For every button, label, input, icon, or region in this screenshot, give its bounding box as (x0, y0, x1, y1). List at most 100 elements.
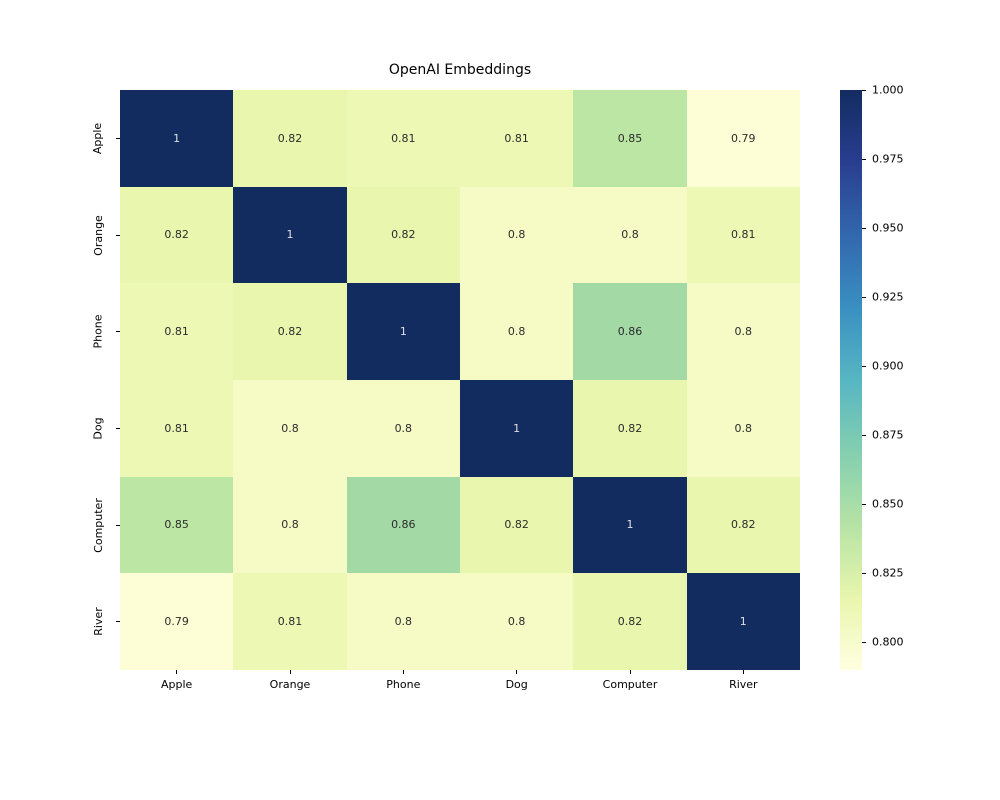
colorbar-tickmark (862, 435, 866, 436)
x-tick-label: Computer (603, 678, 658, 691)
x-tickmark (630, 670, 631, 674)
heatmap-grid: 10.820.810.810.850.790.8210.820.80.80.81… (120, 90, 800, 670)
heatmap-cell-value: 0.8 (508, 615, 526, 628)
x-tickmark (290, 670, 291, 674)
colorbar-tick-label: 0.950 (872, 222, 904, 235)
heatmap-cell-value: 0.81 (278, 615, 303, 628)
heatmap-cell: 0.81 (120, 380, 233, 477)
heatmap-cell-value: 0.8 (621, 228, 639, 241)
heatmap-cell: 0.81 (460, 90, 573, 187)
heatmap-cell-value: 1 (173, 132, 180, 145)
heatmap-cell-value: 0.85 (164, 518, 189, 531)
y-tick-label: Orange (88, 185, 108, 285)
heatmap-cell-value: 0.81 (731, 228, 756, 241)
y-tick-label: River (88, 572, 108, 672)
heatmap-cell: 0.8 (573, 187, 686, 284)
heatmap-cell-value: 0.79 (164, 615, 189, 628)
heatmap-cell: 0.8 (233, 380, 346, 477)
heatmap-cell: 0.85 (120, 477, 233, 574)
x-tick-label: Phone (386, 678, 420, 691)
y-tickmark (116, 235, 120, 236)
heatmap-cell: 0.86 (573, 283, 686, 380)
colorbar-tick-label: 0.800 (872, 636, 904, 649)
heatmap-cell: 0.82 (687, 477, 800, 574)
heatmap-cell: 1 (573, 477, 686, 574)
colorbar-tick-label: 1.000 (872, 84, 904, 97)
colorbar-tickmark (862, 90, 866, 91)
heatmap-cell: 0.8 (460, 283, 573, 380)
heatmap-cell-value: 0.8 (508, 325, 526, 338)
heatmap-cell-value: 0.81 (164, 422, 189, 435)
x-tickmark (176, 670, 177, 674)
heatmap-cell: 0.82 (233, 90, 346, 187)
y-tick-label: Apple (88, 88, 108, 188)
colorbar-tickmark (862, 159, 866, 160)
y-tickmark (116, 331, 120, 332)
heatmap-cell-value: 1 (626, 518, 633, 531)
colorbar-tick-label: 0.975 (872, 153, 904, 166)
colorbar-tickmark (862, 642, 866, 643)
y-tick-label: Dog (88, 378, 108, 478)
heatmap-cell: 0.81 (233, 573, 346, 670)
y-tickmark (116, 138, 120, 139)
heatmap-cell-value: 0.81 (164, 325, 189, 338)
heatmap-cell-value: 1 (740, 615, 747, 628)
heatmap-cell: 0.8 (687, 380, 800, 477)
y-tickmark (116, 621, 120, 622)
heatmap-cell: 0.8 (347, 573, 460, 670)
heatmap-cell-value: 0.86 (618, 325, 643, 338)
colorbar-tick-label: 0.850 (872, 498, 904, 511)
x-tick-label: River (729, 678, 758, 691)
y-tickmark (116, 428, 120, 429)
heatmap-cell: 0.8 (687, 283, 800, 380)
heatmap-cell: 0.81 (687, 187, 800, 284)
heatmap-cell-value: 0.79 (731, 132, 756, 145)
heatmap-cell: 0.81 (347, 90, 460, 187)
colorbar-tickmark (862, 504, 866, 505)
heatmap-cell: 0.82 (573, 380, 686, 477)
x-tick-label: Apple (161, 678, 192, 691)
heatmap-cell-value: 0.8 (735, 422, 753, 435)
y-tickmark (116, 525, 120, 526)
heatmap-cell: 1 (687, 573, 800, 670)
heatmap-cell-value: 0.82 (731, 518, 756, 531)
heatmap-cell-value: 0.8 (281, 518, 299, 531)
heatmap-cell-value: 1 (513, 422, 520, 435)
colorbar-tick-label: 0.825 (872, 567, 904, 580)
heatmap-cell-value: 0.8 (395, 422, 413, 435)
heatmap-cell: 1 (120, 90, 233, 187)
heatmap-cell-value: 1 (400, 325, 407, 338)
x-tickmark (516, 670, 517, 674)
heatmap-cell: 0.8 (347, 380, 460, 477)
heatmap-cell-value: 0.86 (391, 518, 416, 531)
x-tickmark (743, 670, 744, 674)
heatmap-cell: 1 (233, 187, 346, 284)
heatmap-cell: 0.85 (573, 90, 686, 187)
heatmap-cell-value: 0.81 (391, 132, 416, 145)
heatmap-cell: 1 (460, 380, 573, 477)
heatmap-cell-value: 0.82 (504, 518, 529, 531)
colorbar-tick-label: 0.875 (872, 429, 904, 442)
colorbar-tickmark (862, 228, 866, 229)
heatmap-cell-value: 0.8 (281, 422, 299, 435)
heatmap-cell: 0.82 (120, 187, 233, 284)
heatmap-cell-value: 0.8 (735, 325, 753, 338)
heatmap-cell-value: 0.8 (508, 228, 526, 241)
heatmap-cell-value: 0.85 (618, 132, 643, 145)
heatmap-cell: 0.8 (460, 573, 573, 670)
colorbar-tick-label: 0.900 (872, 360, 904, 373)
heatmap-cell-value: 0.82 (391, 228, 416, 241)
heatmap-cell: 1 (347, 283, 460, 380)
heatmap-cell: 0.82 (347, 187, 460, 284)
heatmap-cell-value: 0.8 (395, 615, 413, 628)
y-tick-label: Computer (88, 475, 108, 575)
heatmap-cell-value: 0.82 (278, 132, 303, 145)
figure: OpenAI Embeddings 10.820.810.810.850.790… (0, 0, 1000, 800)
colorbar-tickmark (862, 297, 866, 298)
heatmap-cell-value: 0.82 (164, 228, 189, 241)
heatmap-cell: 0.82 (233, 283, 346, 380)
heatmap-cell: 0.8 (233, 477, 346, 574)
heatmap-cell-value: 0.82 (278, 325, 303, 338)
colorbar (840, 90, 862, 670)
heatmap-cell: 0.79 (687, 90, 800, 187)
